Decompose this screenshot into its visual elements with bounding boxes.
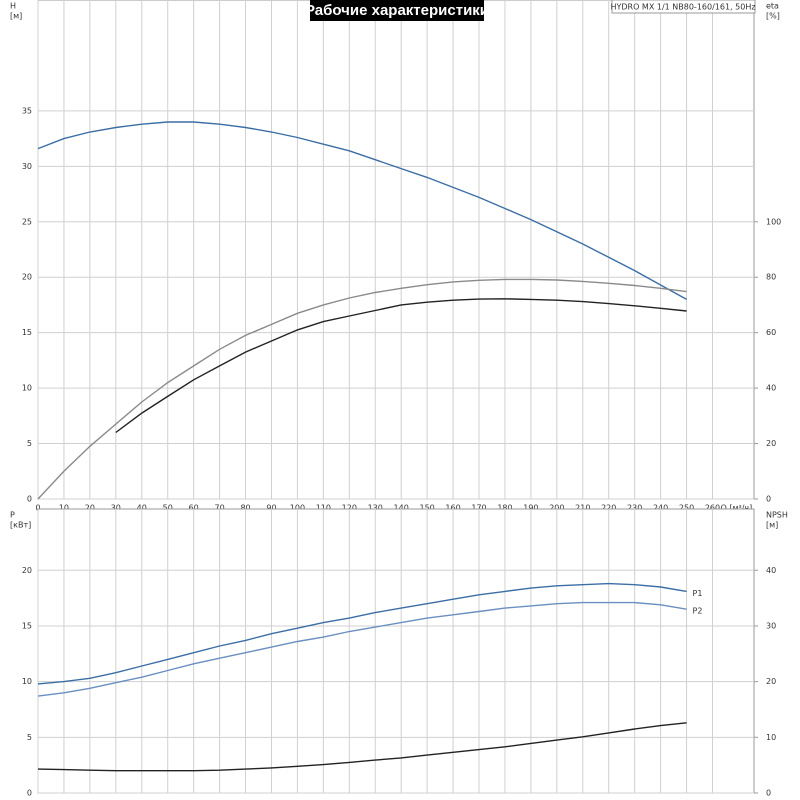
y2-label: NPSH: [766, 511, 788, 520]
y2-unit: [%]: [766, 12, 780, 21]
x-tick-label: 50: [163, 504, 173, 513]
y2-unit: [м]: [766, 521, 778, 530]
x-tick-label: 220: [601, 504, 616, 513]
plot-area: [37, 508, 755, 794]
curve-label: P2: [693, 607, 703, 616]
curve: [37, 582, 687, 685]
curve: [37, 722, 687, 772]
y2-tick-label: 40: [766, 384, 776, 393]
curve: [115, 298, 687, 434]
x-tick-label: 210: [575, 504, 590, 513]
x-tick-label: 150: [419, 504, 434, 513]
x-tick-label: 110: [316, 504, 331, 513]
y-tick-label: 15: [22, 328, 32, 337]
curve: [37, 278, 687, 500]
y2-tick-label: 40: [766, 566, 776, 575]
x-tick-label: 30: [111, 504, 121, 513]
model-box: [611, 0, 756, 14]
x-tick-label: 60: [189, 504, 199, 513]
y2-label: eta: [766, 2, 779, 11]
x-tick-label: 100: [290, 504, 305, 513]
x-tick-label: 130: [368, 504, 383, 513]
y2-tick-label: 20: [766, 677, 776, 686]
x-tick-label: 10: [59, 504, 69, 513]
x-tick-label: 180: [497, 504, 512, 513]
x-tick-label: 230: [627, 504, 642, 513]
y-tick-label: 25: [22, 217, 32, 226]
y-tick-label: 5: [27, 733, 32, 742]
y-unit: [м]: [10, 12, 22, 21]
y-tick-label: 5: [27, 439, 32, 448]
curve-label: P1: [693, 589, 703, 598]
y-tick-label: 20: [22, 273, 32, 282]
x-label: Q [м³/ч]: [720, 504, 752, 513]
x-tick-label: 260: [705, 504, 720, 513]
y-tick-label: 15: [22, 621, 32, 630]
chart-title: Рабочие характеристики: [305, 2, 489, 19]
x-tick-label: 40: [137, 504, 147, 513]
y-tick-label: 35: [22, 106, 32, 115]
y-label: H: [10, 2, 16, 11]
x-tick-label: 20: [85, 504, 95, 513]
y-tick-label: 0: [27, 789, 32, 798]
x-tick-label: 250: [679, 504, 694, 513]
y-tick-label: 20: [22, 566, 32, 575]
x-tick-label: 240: [653, 504, 668, 513]
y2-tick-label: 0: [766, 495, 771, 504]
y2-tick-label: 0: [766, 789, 771, 798]
y2-tick-label: 10: [766, 733, 776, 742]
y-tick-label: 0: [27, 495, 32, 504]
y-label: P: [10, 511, 15, 520]
model-label: HYDRO MX 1/1 NB80-160/161, 50Hz: [610, 3, 755, 12]
y2-tick-label: 100: [766, 217, 781, 226]
x-tick-label: 160: [445, 504, 460, 513]
y-tick-label: 30: [22, 162, 32, 171]
curve: [37, 601, 687, 697]
y-tick-label: 10: [22, 384, 32, 393]
y-tick-label: 10: [22, 677, 32, 686]
x-tick-label: 120: [342, 504, 357, 513]
x-tick-label: 80: [240, 504, 250, 513]
y2-tick-label: 60: [766, 328, 776, 337]
y2-tick-label: 20: [766, 439, 776, 448]
y2-tick-label: 30: [766, 621, 776, 630]
x-tick-label: 140: [394, 504, 409, 513]
x-tick-label: 70: [215, 504, 225, 513]
y-unit: [кВт]: [10, 521, 31, 530]
y2-tick-label: 80: [766, 273, 776, 282]
title-box: [310, 0, 484, 21]
x-tick-label: 0: [35, 504, 40, 513]
x-tick-label: 170: [471, 504, 486, 513]
x-tick-label: 190: [523, 504, 538, 513]
x-tick-label: 200: [549, 504, 564, 513]
plot-area: [37, 0, 755, 500]
curve: [37, 121, 687, 301]
x-tick-label: 90: [266, 504, 276, 513]
